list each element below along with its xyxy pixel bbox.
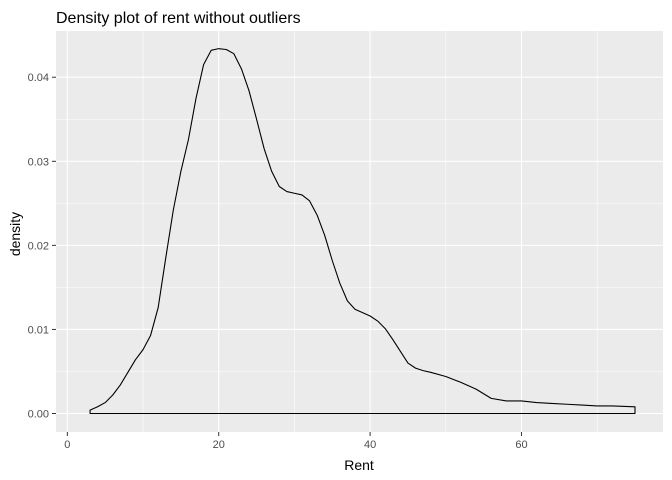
x-tick-label: 60 <box>515 439 527 451</box>
x-axis: 0 20 40 60 <box>64 432 528 451</box>
y-axis: 0.00 0.01 0.02 0.03 0.04 <box>28 72 56 421</box>
x-tick-label: 0 <box>64 439 70 451</box>
y-tick-label: 0.03 <box>28 156 49 168</box>
density-curve <box>89 48 636 415</box>
plot-panel <box>56 31 663 432</box>
y-tick-label: 0.04 <box>28 72 49 84</box>
x-tick-label: 40 <box>364 439 376 451</box>
y-tick-label: 0.02 <box>28 240 49 252</box>
minor-gridlines <box>56 31 663 432</box>
x-tick-label: 20 <box>213 439 225 451</box>
chart-title: Density plot of rent without outliers <box>56 10 301 27</box>
y-axis-title: density <box>7 212 23 256</box>
y-tick-label: 0.00 <box>28 409 49 421</box>
y-tick-label: 0.01 <box>28 324 49 336</box>
x-axis-title: Rent <box>344 457 374 473</box>
